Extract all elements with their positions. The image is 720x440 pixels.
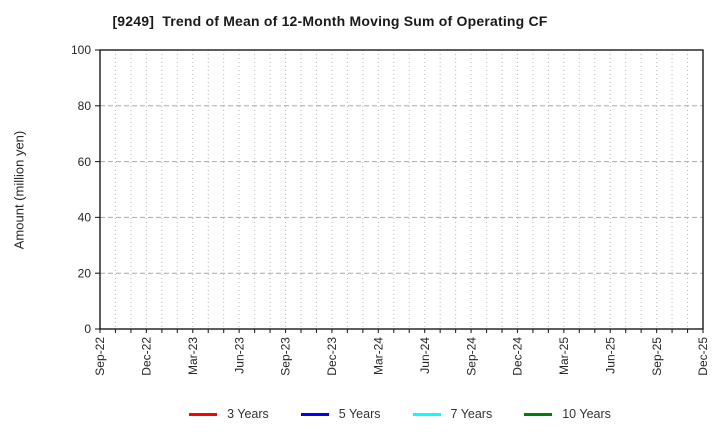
y-tick-label: 20: [78, 266, 92, 280]
y-tick-label: 80: [78, 99, 92, 113]
x-tick-label: Sep-23: [279, 337, 293, 376]
y-tick-label: 0: [84, 322, 91, 336]
x-tick-label: Dec-23: [325, 337, 339, 376]
x-tick-label: Jun-23: [232, 337, 246, 374]
y-tick-label: 60: [78, 155, 92, 169]
legend-item-3-years: 3 Years: [189, 407, 269, 421]
legend-line-swatch: [412, 412, 441, 416]
x-tick-label: Jun-25: [603, 337, 617, 374]
legend-label: 7 Years: [450, 407, 493, 421]
x-tick-label: Mar-23: [186, 337, 200, 375]
x-tick-label: Sep-22: [93, 337, 107, 376]
legend-label: 10 Years: [562, 407, 611, 421]
x-tick-label: Sep-24: [464, 337, 478, 376]
legend-label: 5 Years: [338, 407, 381, 421]
legend: 3 Years 5 Years 7 Years 10 Years: [80, 404, 720, 424]
legend-label: 3 Years: [227, 407, 269, 421]
legend-line-swatch: [300, 412, 329, 416]
legend-item-7-years: 7 Years: [412, 407, 493, 421]
legend-item-5-years: 5 Years: [300, 407, 381, 421]
legend-item-10-years: 10 Years: [524, 407, 611, 421]
legend-line-swatch: [189, 412, 218, 416]
x-tick-label: Mar-25: [557, 337, 571, 375]
x-tick-label: Jun-24: [418, 337, 432, 374]
axes-spines: [99, 49, 704, 330]
x-tick-label: Dec-24: [511, 337, 525, 376]
legend-line-swatch: [524, 412, 553, 416]
x-tick-label: Sep-25: [650, 337, 664, 376]
y-tick-label: 40: [78, 211, 92, 225]
x-tick-label: Mar-24: [372, 337, 386, 375]
chart-title: [9249] Trend of Mean of 12-Month Moving …: [112, 13, 548, 29]
x-tick-label: Dec-25: [696, 337, 710, 376]
x-tick-label: Dec-22: [140, 337, 154, 376]
y-tick-label: 100: [71, 43, 91, 57]
